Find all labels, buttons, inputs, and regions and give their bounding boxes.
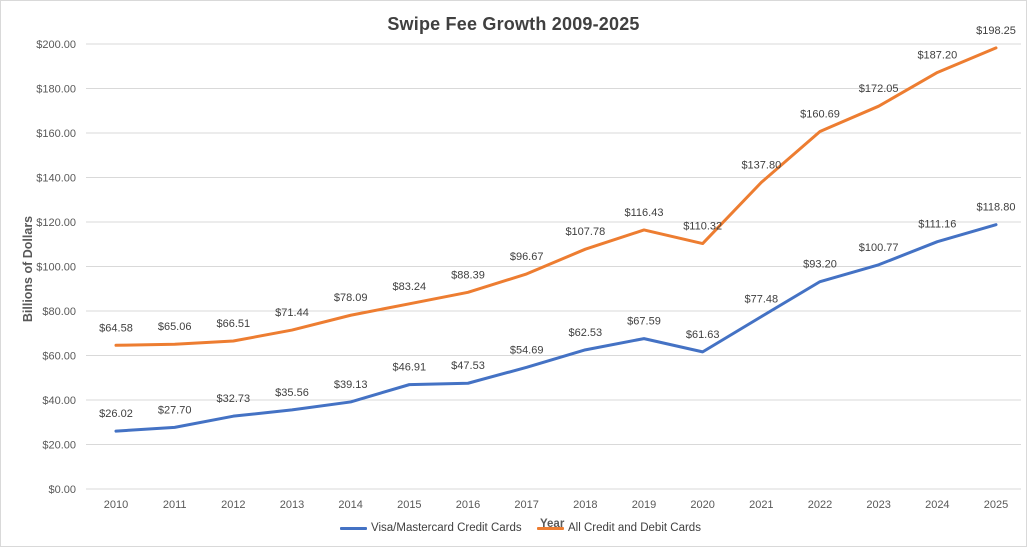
x-tick-label: 2012 <box>221 499 245 511</box>
data-label: $111.16 <box>918 219 956 231</box>
y-tick-label: $120.00 <box>36 217 76 229</box>
x-tick-label: 2013 <box>280 499 304 511</box>
x-tick-label: 2022 <box>808 499 832 511</box>
y-tick-label: $60.00 <box>42 351 76 363</box>
legend-label-visa-mastercard: Visa/Mastercard Credit Cards <box>371 522 522 534</box>
data-label: $187.20 <box>917 49 957 61</box>
data-label: $118.80 <box>977 202 1016 214</box>
data-label: $47.53 <box>451 360 485 372</box>
x-tick-label: 2011 <box>163 499 187 511</box>
x-tick-label: 2019 <box>632 499 656 511</box>
data-label: $26.02 <box>99 408 133 420</box>
x-axis-title: Year <box>540 518 565 530</box>
data-label: $54.69 <box>510 344 544 356</box>
data-label: $116.43 <box>625 207 664 219</box>
data-label: $198.25 <box>976 25 1016 37</box>
y-tick-label: $180.00 <box>36 84 76 96</box>
x-tick-label: 2017 <box>514 499 538 511</box>
series-line-visa-mastercard <box>114 223 998 433</box>
y-tick-label: $160.00 <box>36 128 76 140</box>
x-tick-label: 2024 <box>925 499 949 511</box>
y-tick-label: $200.00 <box>36 39 76 51</box>
data-label: $64.58 <box>99 322 133 334</box>
legend-item-visa-mastercard: Visa/Mastercard Credit Cards <box>340 521 522 535</box>
x-tick-label: 2015 <box>397 499 421 511</box>
x-tick-label: 2020 <box>690 499 714 511</box>
data-label: $100.77 <box>859 242 899 254</box>
y-tick-label: $100.00 <box>36 262 76 274</box>
data-label: $137.80 <box>741 159 781 171</box>
legend-item-all-cards: All Credit and Debit Cards <box>537 521 701 535</box>
x-tick-label: 2025 <box>984 499 1008 511</box>
data-label: $78.09 <box>334 292 368 304</box>
x-tick-label: 2014 <box>338 499 362 511</box>
y-tick-label: $0.00 <box>48 484 76 496</box>
data-label: $66.51 <box>217 318 251 330</box>
x-tick-label: 2018 <box>573 499 597 511</box>
x-tick-label: 2021 <box>749 499 773 511</box>
x-tick-label: 2010 <box>104 499 128 511</box>
data-label: $62.53 <box>569 327 603 339</box>
data-label: $88.39 <box>451 269 485 281</box>
x-tick-label: 2016 <box>456 499 480 511</box>
data-label: $172.05 <box>859 83 899 95</box>
series-line-all-cards <box>114 46 998 347</box>
data-label: $39.13 <box>334 379 368 391</box>
data-label: $67.59 <box>627 316 661 328</box>
data-label: $71.44 <box>275 307 309 319</box>
y-tick-label: $140.00 <box>36 173 76 185</box>
chart-title: Swipe Fee Growth 2009-2025 <box>387 14 640 34</box>
y-tick-label: $80.00 <box>42 306 76 318</box>
y-tick-label: $20.00 <box>42 440 76 452</box>
data-label: $35.56 <box>275 387 309 399</box>
data-label: $61.63 <box>686 329 720 341</box>
x-tick-label: 2023 <box>866 499 890 511</box>
data-label: $32.73 <box>217 393 251 405</box>
data-label: $27.70 <box>158 404 192 416</box>
y-axis-title: Billions of Dollars <box>21 215 35 323</box>
legend-swatch-all-cards-icon <box>537 526 564 530</box>
legend-label-all-cards: All Credit and Debit Cards <box>568 522 701 534</box>
data-label: $96.67 <box>510 251 544 263</box>
data-label: $110.32 <box>683 221 722 233</box>
y-tick-label: $40.00 <box>42 395 76 407</box>
data-label: $46.91 <box>393 362 427 374</box>
data-label: $107.78 <box>565 226 605 238</box>
data-label: $160.69 <box>800 108 840 120</box>
data-label: $77.48 <box>745 294 779 306</box>
data-label: $65.06 <box>158 321 192 333</box>
legend-swatch-visa-mastercard-icon <box>340 526 367 530</box>
data-label: $93.20 <box>803 259 837 271</box>
data-label: $83.24 <box>393 281 427 293</box>
